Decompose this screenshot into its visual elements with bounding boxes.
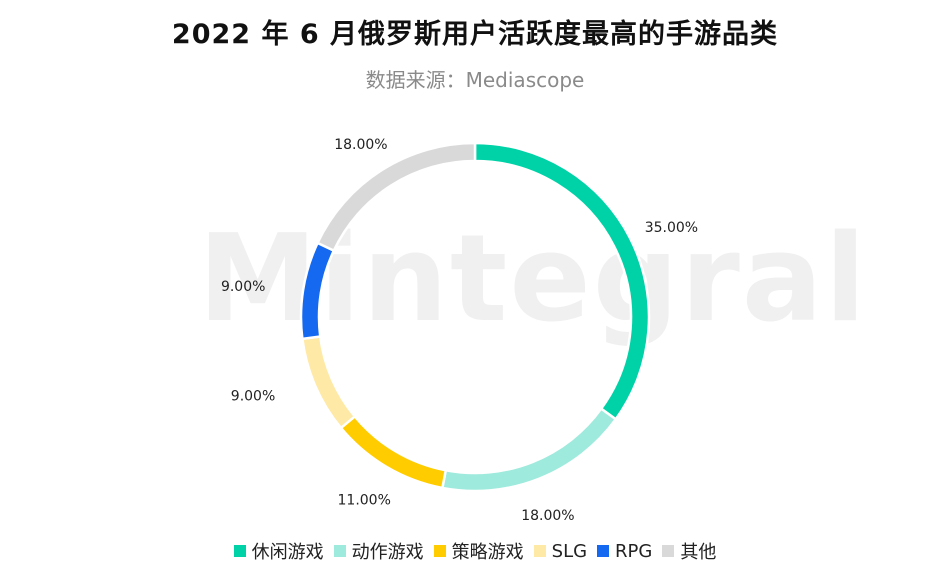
legend-swatch bbox=[597, 545, 610, 557]
donut-slice-4 bbox=[300, 335, 357, 430]
data-labels: 35.00% 18.00% 11.00% 9.00% 9.00% 18.00% bbox=[221, 137, 698, 524]
legend-item-5: RPG bbox=[597, 541, 652, 562]
data-label-3: 11.00% bbox=[338, 492, 391, 508]
data-label-6: 18.00% bbox=[334, 137, 387, 153]
donut-slice-5 bbox=[299, 241, 336, 341]
data-label-4: 9.00% bbox=[231, 389, 275, 405]
legend: 休闲游戏 动作游戏 策略游戏 SLG RPG 其他 bbox=[0, 538, 950, 564]
legend-item-3: 策略游戏 bbox=[433, 538, 524, 564]
data-label-5: 9.00% bbox=[221, 279, 265, 295]
data-label-2: 18.00% bbox=[521, 508, 574, 524]
legend-swatch bbox=[533, 545, 546, 557]
legend-label: 动作游戏 bbox=[351, 542, 424, 563]
donut-slices bbox=[299, 141, 651, 493]
legend-label: 策略游戏 bbox=[451, 542, 524, 563]
legend-label: RPG bbox=[615, 540, 653, 562]
donut-slice-6 bbox=[315, 141, 477, 253]
legend-swatch bbox=[233, 545, 246, 557]
legend-label: 其他 bbox=[680, 542, 717, 563]
data-label-1: 35.00% bbox=[645, 220, 698, 236]
legend-item-6: 其他 bbox=[662, 538, 716, 564]
donut-slice-3 bbox=[339, 414, 448, 490]
legend-label: 休闲游戏 bbox=[251, 542, 324, 563]
legend-item-4: SLG bbox=[533, 540, 588, 562]
legend-item-1: 休闲游戏 bbox=[233, 538, 324, 564]
donut-slice-1 bbox=[473, 141, 651, 422]
legend-swatch bbox=[433, 545, 446, 557]
chart-subtitle: 数据来源：Mediascope bbox=[365, 68, 585, 92]
legend-label: SLG bbox=[551, 540, 588, 562]
donut-slice-2 bbox=[440, 406, 618, 493]
chart-title: 2022 年 6 月俄罗斯用户活跃度最高的手游品类 bbox=[171, 19, 779, 50]
legend-swatch bbox=[662, 545, 675, 557]
legend-swatch bbox=[333, 545, 346, 557]
legend-item-2: 动作游戏 bbox=[333, 538, 424, 564]
